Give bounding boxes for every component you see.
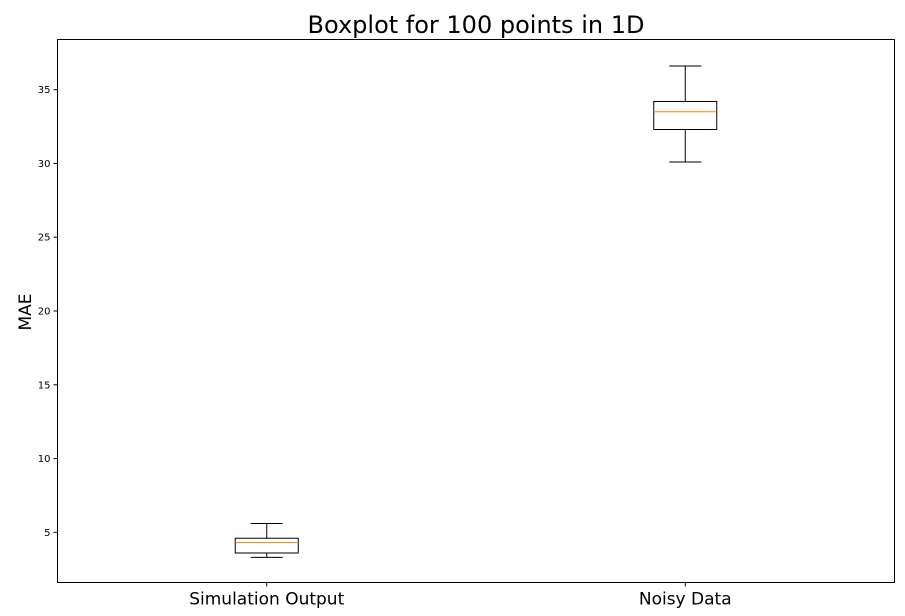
x-tick-label: Noisy Data — [639, 590, 732, 610]
y-axis-label: MAE — [16, 293, 36, 330]
x-axis-ticks: Simulation Output Noisy Data — [189, 582, 732, 610]
plot-frame — [57, 39, 895, 583]
x-tick-label: Simulation Output — [189, 590, 344, 610]
y-tick-label: 20 — [38, 307, 51, 318]
box-simulation-output — [234, 522, 299, 558]
y-tick-label: 10 — [38, 454, 51, 465]
y-tick-label: 15 — [38, 380, 51, 391]
box-noisy-data — [653, 65, 718, 163]
y-tick-label: 25 — [38, 233, 51, 244]
iqr-box — [653, 100, 718, 131]
y-tick-label: 35 — [38, 85, 51, 96]
y-axis-ticks: 5 10 15 20 25 30 35 — [38, 85, 58, 539]
y-tick-label: 30 — [38, 159, 51, 170]
boxes-group — [234, 65, 718, 558]
y-tick-label: 5 — [44, 528, 50, 539]
iqr-box — [234, 537, 299, 554]
chart-title: Boxplot for 100 points in 1D — [308, 11, 645, 39]
